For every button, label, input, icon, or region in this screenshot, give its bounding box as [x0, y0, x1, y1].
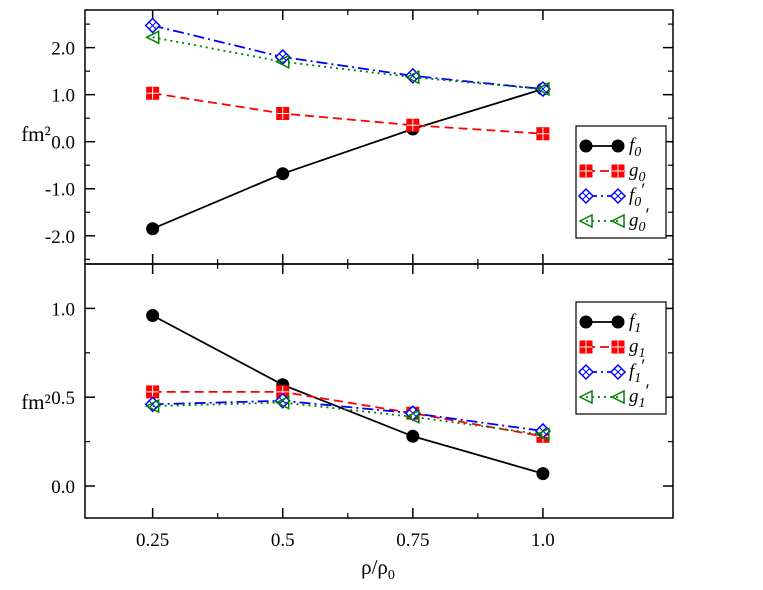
legend-marker-g1-b-marker-hatch: [612, 341, 624, 353]
y-tick-label: 0.0: [51, 133, 75, 154]
legend-label-f1: f1: [629, 311, 641, 336]
plot-frame: [84, 263, 674, 519]
data-point-g1'-2: [405, 409, 420, 424]
legend-marker-f1-a: [579, 315, 593, 329]
prime-mark: ′: [641, 356, 645, 377]
prime-mark: ′: [641, 180, 645, 201]
series-g0: [146, 86, 550, 141]
series-line-f0': [152, 24, 544, 90]
legend-marker-f0-b: [611, 139, 625, 153]
legend-marker-f1'-a-marker-hatch: [582, 368, 590, 376]
legend-label-g1': g1′: [629, 381, 650, 411]
legend-label-f0': f0′: [629, 180, 645, 210]
y-tick-label: 1.0: [51, 86, 75, 107]
legend-marker-g0-a-marker-hatch: [580, 165, 592, 177]
data-point-g1-0-marker-hatch: [146, 385, 159, 398]
data-point-g0'-1: [275, 54, 290, 69]
series-f0: [146, 82, 550, 236]
x-tick-label: 0.25: [136, 530, 169, 551]
data-point-g0'-2: [405, 70, 420, 85]
x-tick-label: 0.5: [271, 530, 295, 551]
legend-label-g1: g1: [629, 336, 646, 361]
legend-marker-g1'-b: [610, 389, 625, 405]
x-tick-label: 1.0: [531, 530, 555, 551]
series-line-g1: [152, 390, 544, 438]
data-point-g0-3-marker-hatch: [536, 127, 549, 140]
data-point-f0-0: [146, 222, 160, 236]
series-g0': [144, 30, 550, 97]
data-point-f1-2: [406, 429, 420, 443]
series-line-f1': [152, 399, 544, 432]
y-tick-label: 0.5: [51, 388, 75, 409]
legend-marker-g1'-a: [578, 389, 593, 405]
data-point-g1'-1: [275, 395, 290, 410]
data-point-g0'-3: [535, 81, 550, 97]
data-point-f0-1: [276, 167, 290, 181]
prime-mark: ′: [646, 205, 650, 226]
data-point-g0-2-marker-hatch: [406, 119, 419, 132]
y-axis-title: fm²: [21, 390, 51, 414]
legend-label-g0: g0: [629, 160, 646, 185]
legend-marker-g0'-b: [610, 213, 625, 229]
legend-label-f0: f0: [629, 135, 641, 160]
y-tick-label: -2.0: [45, 227, 75, 248]
x-tick-label: 0.75: [396, 530, 429, 551]
legend-marker-g0'-a: [578, 213, 593, 229]
y-tick-label: 0.0: [51, 477, 75, 498]
legend-label-g0': g0′: [629, 205, 650, 235]
series-line-g0': [152, 36, 543, 90]
data-point-g1'-0: [144, 398, 160, 414]
data-point-f1-0: [146, 309, 160, 323]
y-axis-title: fm²: [21, 122, 51, 146]
data-point-g0-1-marker-hatch: [276, 107, 289, 120]
series-f1: [146, 309, 550, 481]
data-point-f0'-0-marker-hatch: [148, 21, 157, 30]
data-point-g0'-0: [144, 30, 160, 45]
series-f0': [144, 17, 551, 98]
data-point-g1'-3: [535, 427, 550, 442]
series-f1': [144, 392, 551, 440]
series-line-f0: [152, 88, 544, 230]
legend-marker-f0-a: [579, 139, 593, 153]
legend-label-f1': f1′: [629, 356, 645, 386]
series-line-g0: [152, 92, 543, 135]
legend-marker-g0-b-marker-hatch: [612, 165, 624, 177]
y-tick-label: 1.0: [51, 299, 75, 320]
legend-marker-f1-b: [611, 315, 625, 329]
legend-marker-f0'-a-marker-hatch: [582, 192, 590, 200]
legend-marker-g1-a-marker-hatch: [580, 341, 592, 353]
series-g1': [144, 395, 550, 442]
series-g1: [146, 385, 550, 443]
data-point-f1-3: [536, 467, 550, 481]
legend-marker-f0'-b-marker-hatch: [614, 192, 622, 200]
legend-marker-f1'-b-marker-hatch: [614, 368, 622, 376]
series-line-f1: [152, 314, 544, 475]
data-point-g0-0-marker-hatch: [146, 87, 159, 100]
y-tick-label: 2.0: [51, 39, 75, 60]
prime-mark: ′: [646, 381, 650, 402]
x-axis-title: ρ/ρ0: [361, 555, 395, 583]
y-tick-label: -1.0: [45, 180, 75, 201]
